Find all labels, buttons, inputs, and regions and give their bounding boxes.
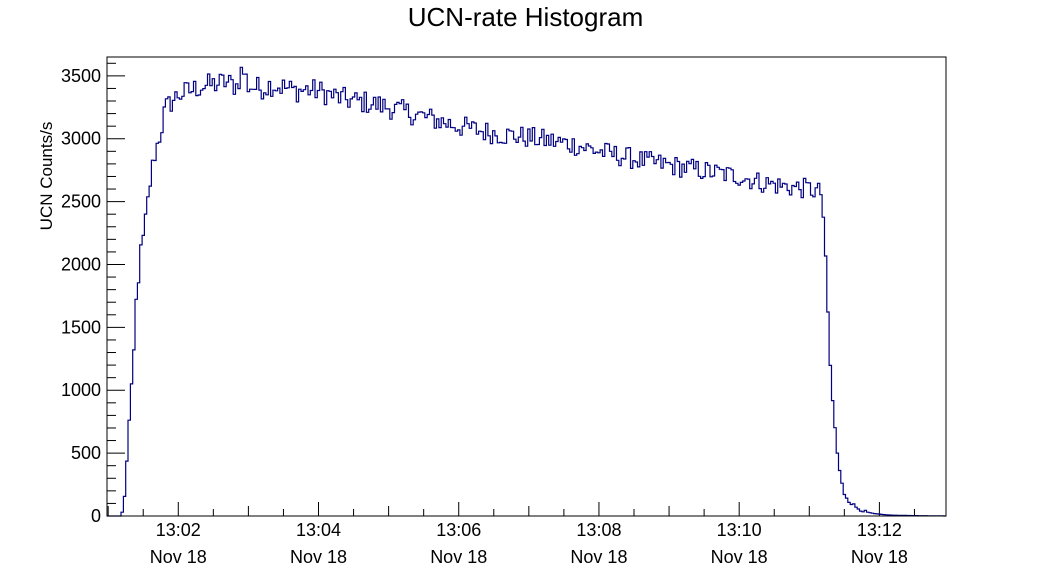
x-tick-date-label: Nov 18 [430, 547, 487, 567]
chart-title: UCN-rate Histogram [407, 2, 644, 32]
x-tick-date-label: Nov 18 [150, 547, 207, 567]
y-tick-label: 2500 [61, 192, 101, 212]
y-tick-label: 1500 [61, 317, 101, 337]
x-tick-time-label: 13:12 [857, 520, 902, 540]
y-tick-label: 500 [71, 443, 101, 463]
y-tick-label: 3500 [61, 66, 101, 86]
x-tick-date-label: Nov 18 [711, 547, 768, 567]
x-tick-time-label: 13:10 [717, 520, 762, 540]
x-tick-time-label: 13:06 [436, 520, 481, 540]
y-tick-label: 1000 [61, 380, 101, 400]
x-tick-time-label: 13:04 [296, 520, 341, 540]
x-tick-date-label: Nov 18 [290, 547, 347, 567]
y-tick-label: 0 [91, 506, 101, 526]
x-tick-date-label: Nov 18 [570, 547, 627, 567]
y-axis-ticks: 0 500 1000 1500 2000 2500 3000 3500 [61, 62, 125, 526]
plot-frame [106, 56, 947, 517]
x-tick-date-label: Nov 18 [851, 547, 908, 567]
series-line [107, 66, 946, 517]
y-axis-label: UCN Counts/s [37, 122, 56, 231]
y-tick-label: 2000 [61, 254, 101, 274]
x-tick-time-label: 13:08 [576, 520, 621, 540]
x-axis-ticks: 13:02 Nov 18 13:04 Nov 18 13:06 Nov 18 13:08 No… [107, 502, 915, 567]
x-tick-time-label: 13:02 [156, 520, 201, 540]
y-tick-label: 3000 [61, 129, 101, 149]
